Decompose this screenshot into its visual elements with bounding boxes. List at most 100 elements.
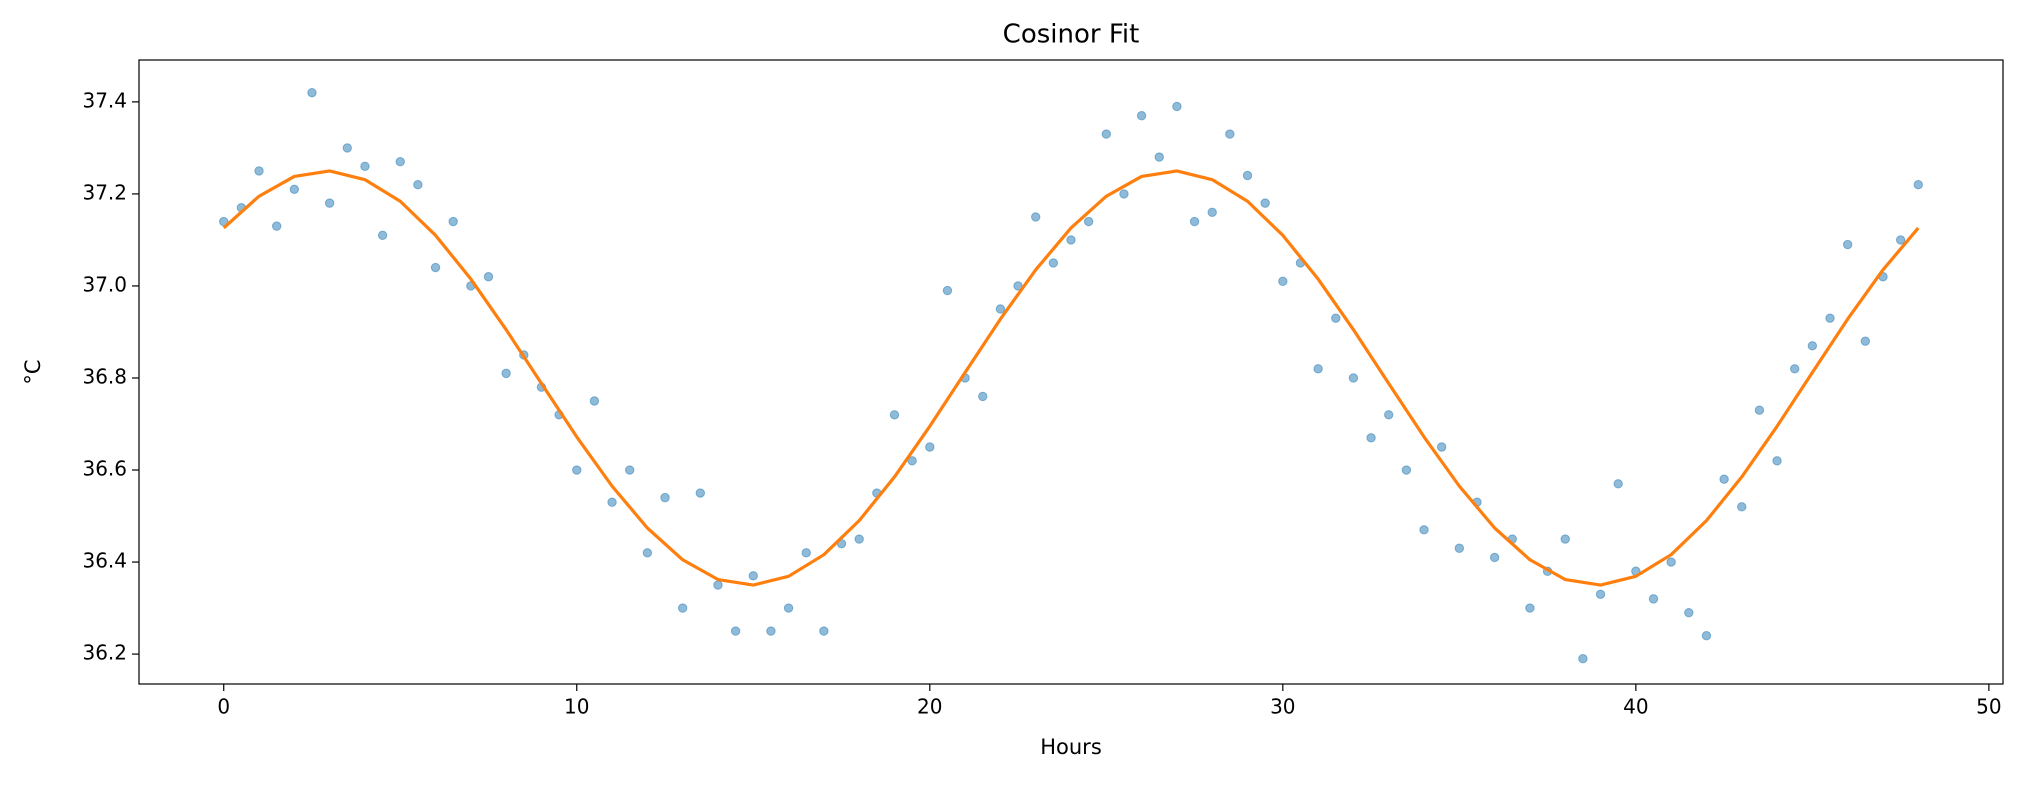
data-point <box>1242 170 1253 181</box>
data-point <box>1754 405 1765 415</box>
data-point <box>625 465 635 475</box>
x-tick-label: 20 <box>917 695 942 719</box>
data-point <box>307 87 317 98</box>
y-tick-label: 36.2 <box>82 641 127 665</box>
data-point <box>1613 479 1623 489</box>
data-point <box>1401 465 1412 475</box>
data-point <box>1384 410 1394 420</box>
data-point <box>1842 239 1853 250</box>
x-tick-label: 30 <box>1270 695 1295 719</box>
data-point <box>766 626 776 636</box>
x-tick-label: 50 <box>1976 695 2001 719</box>
fit-line <box>222 169 1920 587</box>
data-point <box>660 492 670 503</box>
data-point <box>907 456 917 466</box>
data-point <box>1066 235 1076 245</box>
data-point <box>1225 129 1235 139</box>
data-point <box>483 272 494 282</box>
data-point <box>1701 630 1712 641</box>
data-point <box>1595 589 1606 599</box>
data-point <box>1436 442 1447 452</box>
data-point <box>607 497 617 507</box>
data-point <box>1525 603 1535 613</box>
x-tick-label: 40 <box>1623 695 1648 719</box>
data-point <box>1666 557 1676 567</box>
data-point <box>642 548 653 558</box>
data-point <box>713 580 723 590</box>
y-tick-label: 37.2 <box>82 180 127 204</box>
x-axis-label: Hours <box>1040 735 1102 759</box>
data-point <box>1207 207 1217 218</box>
data-point <box>1737 502 1747 512</box>
data-point <box>1489 552 1500 563</box>
data-point <box>572 465 582 475</box>
data-point <box>1278 276 1288 287</box>
x-tick-label: 10 <box>564 695 589 719</box>
data-point <box>1454 543 1465 553</box>
y-tick-label: 36.8 <box>82 364 127 388</box>
data-point <box>1331 313 1341 323</box>
data-point <box>1772 456 1782 466</box>
y-axis-label: °C <box>21 359 45 384</box>
data-point <box>1913 180 1923 190</box>
chart-title: Cosinor Fit <box>1003 20 1140 50</box>
data-point <box>942 285 953 296</box>
data-point <box>1101 129 1112 139</box>
data-point <box>1260 198 1270 208</box>
data-point <box>342 143 352 153</box>
data-point <box>1048 258 1059 268</box>
data-point <box>413 180 423 190</box>
data-point <box>1825 313 1835 323</box>
data-point <box>801 548 811 558</box>
data-point <box>1719 474 1729 484</box>
data-point <box>1154 152 1164 162</box>
data-point <box>1807 341 1818 351</box>
data-point <box>1136 110 1147 121</box>
data-point <box>377 230 388 241</box>
data-point <box>271 221 282 231</box>
data-point <box>1366 433 1376 443</box>
data-point <box>1313 364 1323 374</box>
data-point <box>854 534 864 544</box>
data-point <box>1030 212 1041 222</box>
data-point <box>1860 336 1871 346</box>
data-point <box>324 198 335 208</box>
data-point <box>448 216 458 227</box>
data-point <box>1648 594 1659 604</box>
data-point <box>889 410 900 420</box>
data-point <box>783 603 794 613</box>
data-point <box>1172 101 1182 112</box>
x-tick-label: 0 <box>217 695 230 719</box>
data-point <box>1684 607 1694 618</box>
data-point <box>289 184 300 195</box>
data-point <box>978 391 988 402</box>
y-tick-label: 36.4 <box>82 549 127 573</box>
data-point <box>430 262 441 273</box>
y-tick-label: 36.6 <box>82 457 127 481</box>
data-point <box>819 626 829 636</box>
data-point <box>501 368 511 379</box>
data-point <box>1560 534 1570 544</box>
data-point <box>1189 216 1200 227</box>
y-tick-label: 37.4 <box>82 88 127 112</box>
data-point <box>748 571 758 581</box>
plot-frame <box>138 59 2004 685</box>
data-point <box>360 161 370 172</box>
data-point <box>1895 235 1906 245</box>
data-point <box>1578 653 1588 664</box>
data-point <box>589 396 600 406</box>
data-point <box>1419 525 1429 535</box>
data-point <box>925 442 935 452</box>
y-tick-label: 37.0 <box>82 272 127 296</box>
data-point <box>1119 189 1129 199</box>
data-point <box>1790 364 1800 374</box>
data-point <box>995 304 1006 314</box>
data-point <box>219 216 229 227</box>
data-point <box>695 488 706 498</box>
data-point <box>395 156 405 167</box>
data-point <box>254 166 264 176</box>
data-point <box>1083 216 1094 227</box>
data-point <box>730 626 741 636</box>
data-point <box>677 603 688 613</box>
